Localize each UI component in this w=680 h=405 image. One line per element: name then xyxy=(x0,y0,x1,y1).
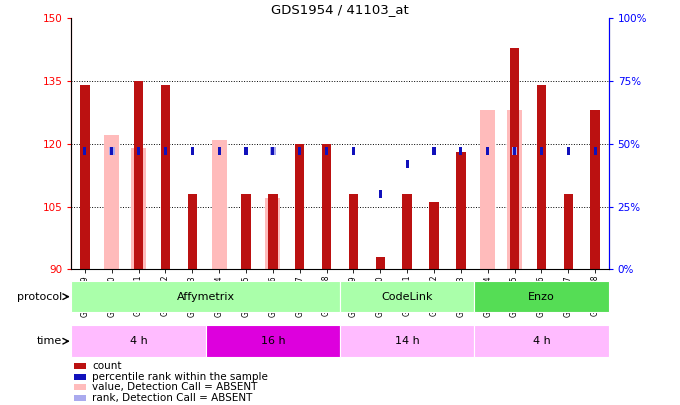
Text: Affymetrix: Affymetrix xyxy=(177,292,235,302)
Text: Enzo: Enzo xyxy=(528,292,555,302)
Text: protocol: protocol xyxy=(17,292,62,302)
Bar xyxy=(486,147,490,156)
Bar xyxy=(160,85,170,269)
Bar xyxy=(564,194,573,269)
Bar xyxy=(475,325,609,357)
Bar xyxy=(190,147,194,156)
Bar xyxy=(429,202,439,269)
Bar xyxy=(74,363,86,369)
Bar xyxy=(511,147,517,156)
Bar xyxy=(322,144,331,269)
Bar xyxy=(537,85,546,269)
Bar xyxy=(475,281,609,313)
Bar xyxy=(513,147,516,156)
Bar xyxy=(109,147,115,156)
Bar xyxy=(590,110,600,269)
Bar xyxy=(241,194,251,269)
Bar xyxy=(265,198,280,269)
Bar xyxy=(71,281,340,313)
Bar xyxy=(349,194,358,269)
Bar xyxy=(295,144,305,269)
Text: 16 h: 16 h xyxy=(260,336,285,346)
Bar xyxy=(268,194,277,269)
Text: 14 h: 14 h xyxy=(395,336,420,346)
Bar xyxy=(104,135,119,269)
Bar xyxy=(594,147,597,156)
Bar xyxy=(134,81,143,269)
Bar xyxy=(340,281,475,313)
Bar xyxy=(74,384,86,390)
Bar xyxy=(352,147,355,156)
Bar xyxy=(405,160,409,168)
Bar xyxy=(74,394,86,401)
Title: GDS1954 / 41103_at: GDS1954 / 41103_at xyxy=(271,3,409,16)
Bar xyxy=(83,147,86,156)
Bar xyxy=(480,110,495,269)
Text: 4 h: 4 h xyxy=(130,336,148,346)
Bar xyxy=(507,110,522,269)
Bar xyxy=(137,147,140,156)
Bar xyxy=(379,190,382,198)
Bar xyxy=(164,147,167,156)
Bar xyxy=(188,194,197,269)
Bar xyxy=(459,147,462,156)
Text: CodeLink: CodeLink xyxy=(381,292,433,302)
Text: rank, Detection Call = ABSENT: rank, Detection Call = ABSENT xyxy=(92,393,253,403)
Bar xyxy=(211,140,226,269)
Bar xyxy=(566,147,570,156)
Bar xyxy=(74,373,86,380)
Bar xyxy=(244,147,248,156)
Bar xyxy=(432,147,436,156)
Bar xyxy=(270,147,276,156)
Bar xyxy=(340,325,475,357)
Bar xyxy=(298,147,301,156)
Bar xyxy=(403,194,412,269)
Bar xyxy=(218,147,221,156)
Bar xyxy=(271,147,275,156)
Bar xyxy=(456,152,466,269)
Bar xyxy=(206,325,340,357)
Text: count: count xyxy=(92,361,122,371)
Text: value, Detection Call = ABSENT: value, Detection Call = ABSENT xyxy=(92,382,258,392)
Bar xyxy=(80,85,90,269)
Bar xyxy=(325,147,328,156)
Bar xyxy=(110,147,114,156)
Bar xyxy=(510,47,520,269)
Text: percentile rank within the sample: percentile rank within the sample xyxy=(92,372,268,382)
Text: time: time xyxy=(37,336,62,346)
Bar xyxy=(131,148,146,269)
Text: 4 h: 4 h xyxy=(532,336,550,346)
Bar xyxy=(540,147,543,156)
Bar xyxy=(71,325,205,357)
Bar xyxy=(375,257,385,269)
